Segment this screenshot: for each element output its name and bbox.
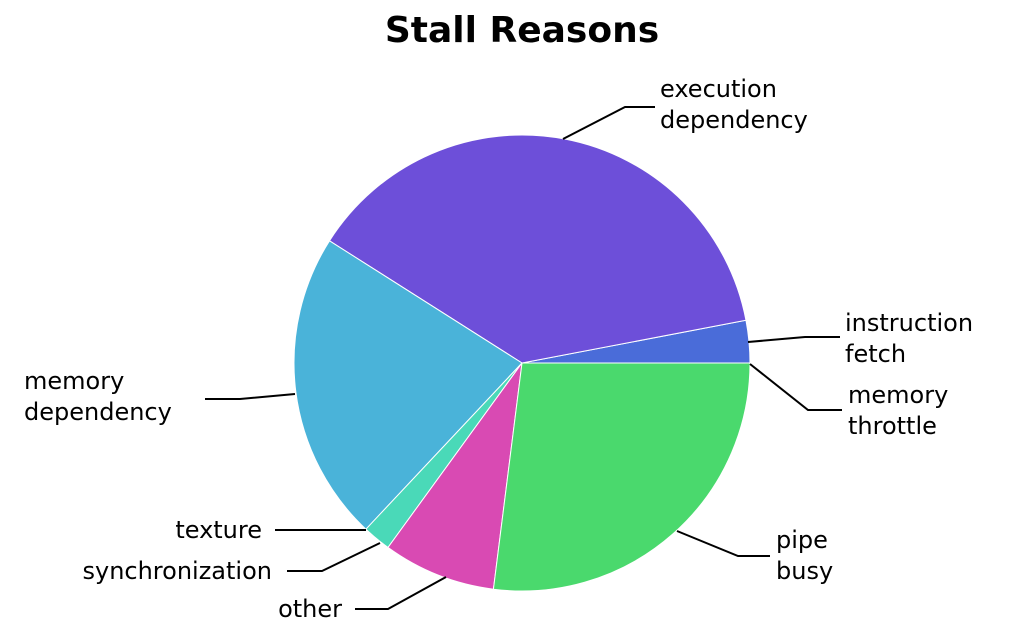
leader-line-instruction-fetch bbox=[747, 336, 840, 343]
slice-label-pipe-busy: pipe busy bbox=[776, 526, 833, 585]
leader-line-other bbox=[355, 576, 447, 610]
slice-memory-dependency bbox=[293, 240, 523, 530]
leader-line-synchronization bbox=[287, 542, 381, 572]
leader-line-execution-dependency bbox=[562, 106, 655, 140]
slice-label-memory-dependency: memory dependency bbox=[24, 367, 172, 426]
slice-label-synchronization: synchronization bbox=[82, 557, 272, 585]
slice-label-memory-throttle: memory throttle bbox=[848, 381, 948, 440]
slice-label-other: other bbox=[278, 595, 342, 623]
slice-pipe-busy bbox=[492, 362, 751, 592]
slice-label-instruction-fetch: instruction fetch bbox=[845, 309, 973, 368]
leader-line-memory-throttle bbox=[749, 363, 842, 411]
leader-line-memory-dependency bbox=[205, 393, 296, 400]
slice-label-texture: texture bbox=[175, 516, 262, 544]
slice-label-execution-dependency: execution dependency bbox=[660, 75, 808, 134]
slice-other bbox=[387, 362, 523, 590]
slice-labels: instruction fetch execution dependency memor… bbox=[24, 75, 973, 623]
pie-slices bbox=[293, 134, 751, 592]
leader-lines bbox=[205, 106, 842, 610]
chart-title: Stall Reasons bbox=[385, 10, 659, 51]
leader-line-pipe-busy bbox=[676, 530, 770, 557]
